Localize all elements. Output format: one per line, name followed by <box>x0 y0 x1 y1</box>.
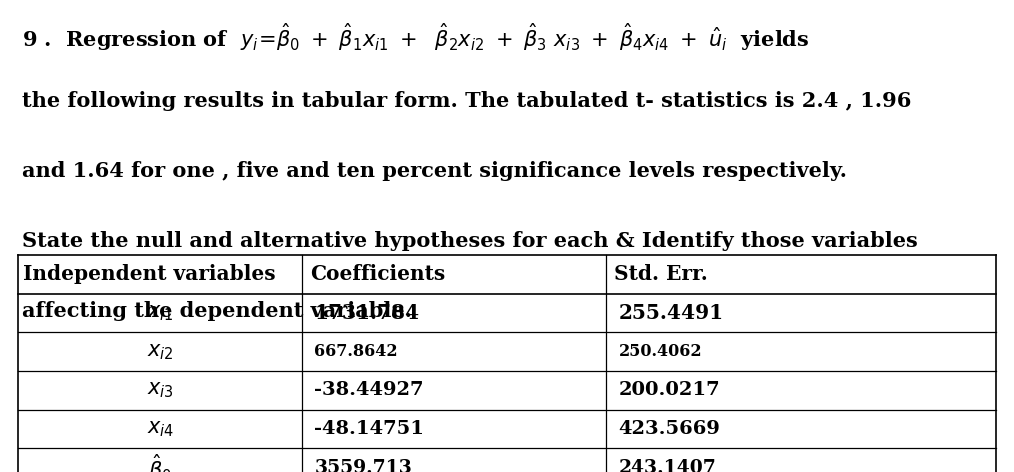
Text: affecting the dependent variable.: affecting the dependent variable. <box>22 301 413 320</box>
Text: $x_{i4}$: $x_{i4}$ <box>147 419 173 439</box>
Text: 200.0217: 200.0217 <box>619 381 720 399</box>
Text: and 1.64 for one , five and ten percent significance levels respectively.: and 1.64 for one , five and ten percent … <box>22 161 848 181</box>
Text: $x_{i1}$: $x_{i1}$ <box>147 303 173 323</box>
Text: $x_{i3}$: $x_{i3}$ <box>147 380 173 400</box>
Text: 9 .  Regression of  $y_i\!=\!\hat{\beta}_0\ +\ \hat{\beta}_1x_{i1}\ +\ \ \hat{\b: 9 . Regression of $y_i\!=\!\hat{\beta}_0… <box>22 21 810 53</box>
Text: Coefficients: Coefficients <box>310 264 445 284</box>
Text: $x_{i2}$: $x_{i2}$ <box>147 342 173 362</box>
Text: 243.1407: 243.1407 <box>619 459 716 472</box>
Text: 250.4062: 250.4062 <box>619 343 702 360</box>
Text: $\hat{\beta}_0$: $\hat{\beta}_0$ <box>148 452 172 472</box>
Text: Std. Err.: Std. Err. <box>614 264 708 284</box>
Text: the following results in tabular form. The tabulated t- statistics is 2.4 , 1.96: the following results in tabular form. T… <box>22 91 912 111</box>
Text: 667.8642: 667.8642 <box>314 343 397 360</box>
Text: 3559.713: 3559.713 <box>314 459 413 472</box>
Text: 255.4491: 255.4491 <box>619 303 724 323</box>
Text: -48.14751: -48.14751 <box>314 420 424 438</box>
Text: -38.44927: -38.44927 <box>314 381 424 399</box>
Text: State the null and alternative hypotheses for each & Identify those variables: State the null and alternative hypothese… <box>22 231 918 251</box>
Text: 1731.784: 1731.784 <box>314 303 420 323</box>
Text: Independent variables: Independent variables <box>23 264 276 284</box>
Text: 423.5669: 423.5669 <box>619 420 720 438</box>
